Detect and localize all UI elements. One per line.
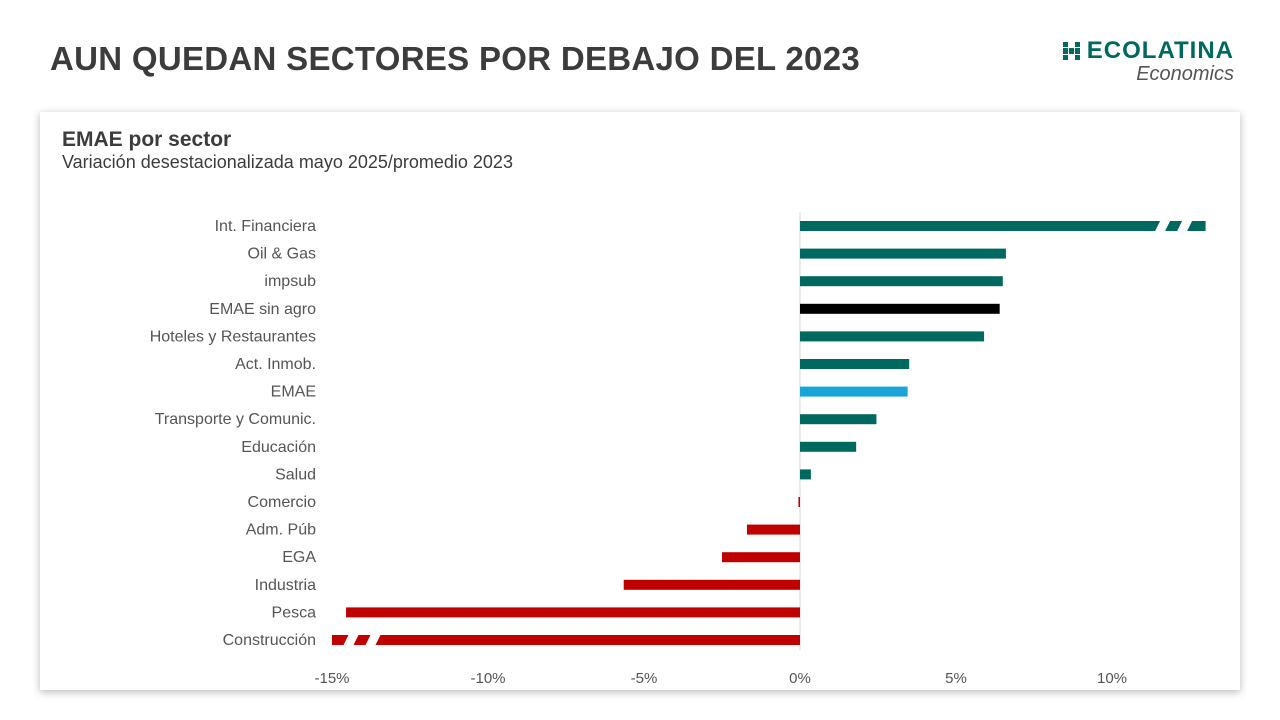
category-label-9: Salud (275, 466, 316, 483)
chart-card (40, 112, 1240, 690)
category-label-7: Transporte y Comunic. (155, 411, 316, 428)
bar-9 (800, 469, 811, 480)
category-label-14: Pesca (272, 604, 317, 621)
x-tick-label-0: -15% (314, 670, 349, 687)
bar-8 (800, 441, 857, 452)
bar-4 (800, 331, 985, 342)
page-title: AUN QUEDAN SECTORES POR DEBAJO DEL 2023 (50, 40, 860, 77)
category-label-12: EGA (282, 549, 316, 566)
category-label-13: Industria (255, 577, 316, 594)
axis-break-gap-0-1 (1176, 220, 1193, 232)
logo-subtitle: Economics (1136, 63, 1234, 85)
bar-2 (800, 276, 1003, 287)
category-label-10: Comercio (248, 494, 317, 511)
bar-14 (346, 607, 800, 618)
category-label-0: Int. Financiera (215, 218, 316, 235)
bar-7 (800, 414, 877, 425)
x-tick-label-4: 5% (945, 670, 967, 687)
bar-1 (800, 248, 1006, 259)
bar-11 (746, 524, 800, 535)
category-label-5: Act. Inmob. (235, 356, 316, 373)
category-label-4: Hoteles y Restaurantes (150, 328, 316, 345)
category-label-6: EMAE (271, 384, 316, 401)
bar-0 (800, 221, 1206, 231)
bar-12 (722, 552, 800, 563)
x-tick-label-3: 0% (789, 670, 811, 687)
category-label-1: Oil & Gas (248, 246, 316, 263)
bar-6 (800, 386, 908, 397)
bar-15 (332, 635, 800, 645)
x-tick-label-2: -5% (631, 670, 658, 687)
category-label-8: Educación (241, 439, 316, 456)
axis-break-gap-15-1 (365, 634, 381, 646)
bar-5 (800, 359, 910, 369)
logo-grid-icon (1062, 42, 1081, 60)
category-label-15: Construcción (223, 632, 316, 649)
bar-10 (798, 497, 800, 507)
category-label-2: impsub (264, 273, 316, 290)
axis-break-gap-0-0 (1154, 220, 1171, 232)
axis-break-gap-15-0 (343, 634, 359, 646)
chart-title: EMAE por sector (62, 128, 232, 151)
bar-3 (800, 303, 1000, 314)
chart-subtitle: Variación desestacionalizada mayo 2025/p… (62, 152, 513, 172)
ecolatina-logo: ECOLATINA Economics (1062, 37, 1234, 86)
category-label-11: Adm. Púb (246, 522, 316, 539)
category-label-3: EMAE sin agro (209, 301, 316, 318)
bar-13 (623, 579, 800, 590)
x-tick-label-5: 10% (1097, 670, 1127, 687)
logo-name: ECOLATINA (1086, 37, 1234, 64)
x-tick-label-1: -10% (470, 670, 505, 687)
